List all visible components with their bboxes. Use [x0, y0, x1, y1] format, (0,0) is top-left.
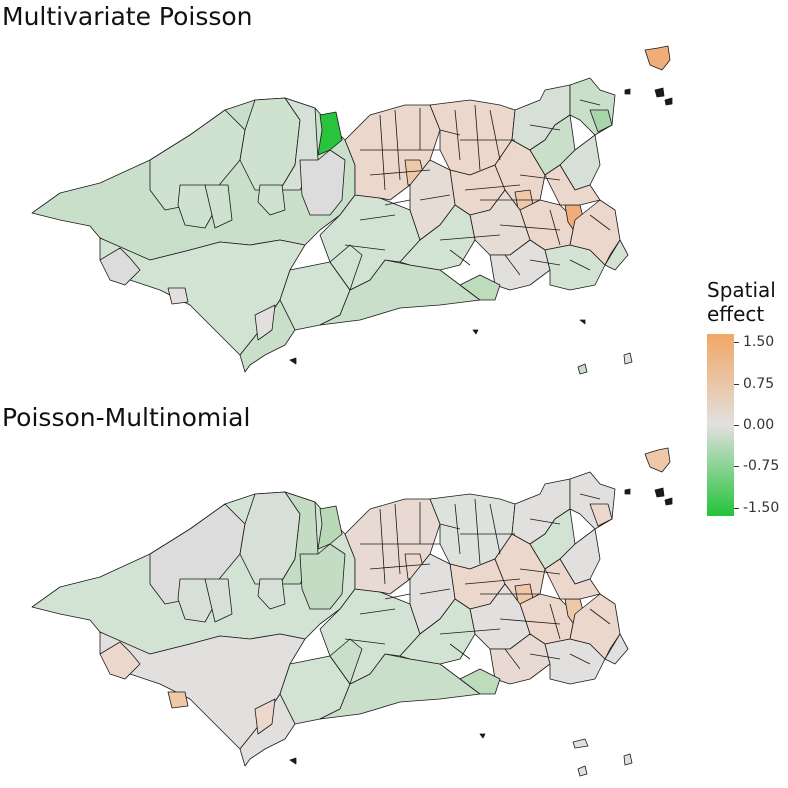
- island-s-a: [572, 738, 589, 749]
- region-small-d: [167, 691, 189, 709]
- region-northeast-green: [589, 109, 613, 133]
- region-west-mid: [149, 503, 246, 605]
- island-ne-c: [664, 497, 673, 506]
- legend-tick-mark: [734, 466, 739, 468]
- legend-tick-label: 0.00: [743, 417, 775, 433]
- region-tip-grey: [99, 641, 141, 680]
- legend-title-line2: effect: [707, 302, 765, 326]
- panel-title-poisson-multinomial: Poisson-Multinomial: [2, 403, 251, 432]
- island-s-b: [289, 357, 297, 365]
- panel-title-multivariate-poisson: Multivariate Poisson: [2, 2, 253, 31]
- region-small-c: [257, 184, 286, 216]
- island-e-b: [623, 352, 633, 365]
- island-e-a: [577, 765, 588, 777]
- region-green-pocket: [459, 668, 501, 695]
- map-poisson-multinomial: [31, 447, 673, 777]
- region-center-c: [399, 598, 476, 665]
- legend-title: Spatial effect: [707, 278, 776, 326]
- region-west-mid: [149, 109, 246, 211]
- legend-color-bar: [707, 334, 734, 516]
- island-s-c: [472, 329, 479, 335]
- region-center-b: [329, 244, 363, 291]
- region-small-c: [257, 578, 286, 610]
- region-center-b: [329, 638, 363, 685]
- legend-tick-mark: [734, 342, 739, 344]
- legend-tick-mark: [734, 507, 739, 509]
- legend-tick-label: 0.75: [743, 375, 775, 392]
- region-northeast-green: [589, 503, 613, 527]
- map-multivariate-poisson: [31, 45, 673, 375]
- island-ne-a: [644, 447, 671, 473]
- region-small-b: [204, 578, 233, 623]
- island-ne-d: [624, 488, 631, 495]
- island-s-c: [479, 733, 486, 739]
- island-ne-b: [654, 487, 665, 498]
- region-tip-grey: [99, 247, 141, 286]
- legend-tick-label: 1.50: [743, 334, 775, 351]
- region-ridge-a: [299, 543, 346, 610]
- island-s-b: [289, 757, 297, 765]
- island-ne-a: [644, 45, 671, 71]
- region-ridge-a: [299, 149, 346, 216]
- island-s-a: [579, 319, 586, 325]
- region-east-f: [544, 558, 601, 600]
- region-far-east-tip: [604, 633, 629, 665]
- island-ne-b: [654, 87, 665, 98]
- region-far-east: [569, 199, 621, 266]
- legend-tick-label: -0.75: [743, 458, 780, 475]
- region-green-pocket: [459, 274, 501, 301]
- legend-title-line1: Spatial: [707, 278, 776, 302]
- island-ne-c: [664, 97, 673, 106]
- island-e-b: [623, 753, 633, 766]
- region-far-east: [569, 593, 621, 660]
- legend-tick-label: -1.50: [743, 499, 780, 516]
- region-beach-grey: [254, 304, 276, 341]
- legend-tick-mark: [734, 383, 739, 385]
- region-small-b: [204, 184, 233, 229]
- region-beach-grey: [254, 698, 276, 735]
- island-ne-d: [624, 88, 631, 95]
- legend-tick-mark: [734, 425, 739, 426]
- region-east-f: [544, 164, 601, 206]
- region-small-d: [167, 287, 189, 305]
- region-far-east-tip: [604, 239, 629, 271]
- region-center-c: [399, 204, 476, 271]
- island-e-a: [577, 363, 588, 375]
